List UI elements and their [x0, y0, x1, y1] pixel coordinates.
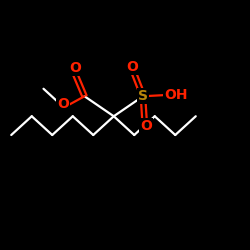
Text: O: O: [126, 60, 138, 74]
Text: O: O: [140, 119, 152, 133]
Text: S: S: [138, 89, 148, 103]
Text: OH: OH: [164, 88, 188, 102]
Text: O: O: [69, 61, 81, 75]
Text: O: O: [57, 97, 69, 111]
